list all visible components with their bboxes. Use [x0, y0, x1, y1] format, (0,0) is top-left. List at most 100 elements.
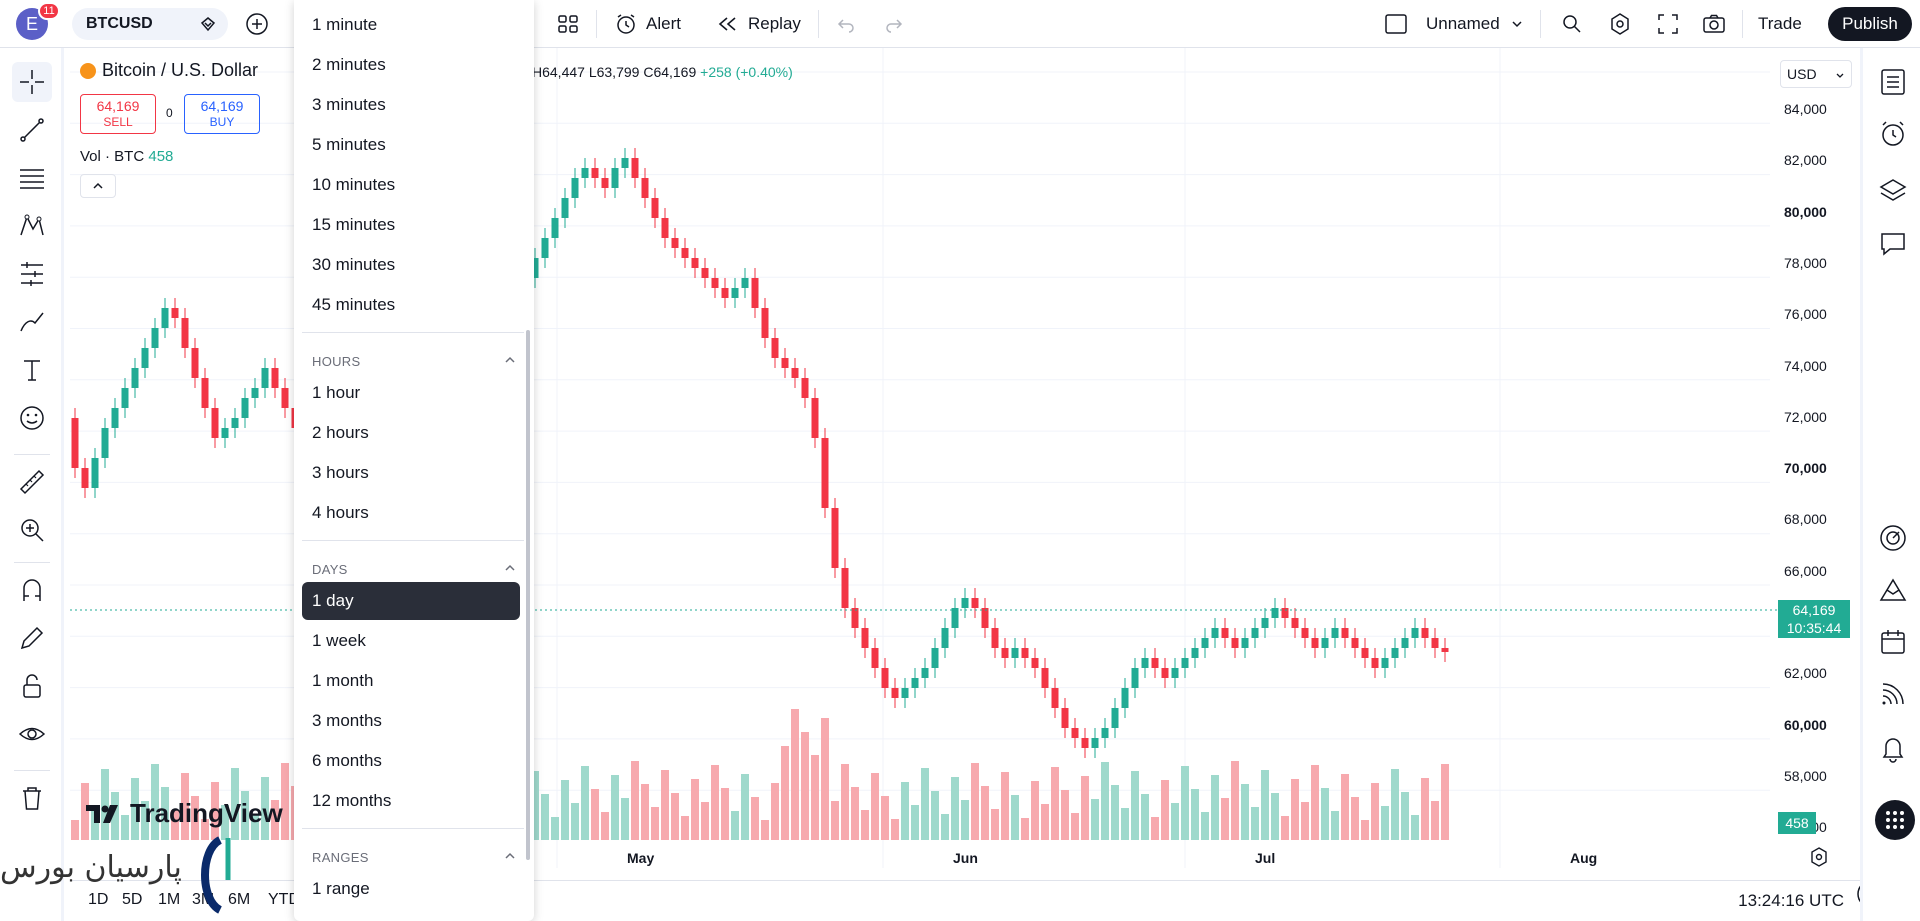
volume-bar: [131, 778, 139, 840]
alert-button[interactable]: Alert: [614, 0, 681, 48]
axis-settings-icon[interactable]: [1808, 846, 1830, 868]
symbol-search-button[interactable]: BTCUSD: [72, 8, 228, 40]
interval-item[interactable]: 1 day: [302, 582, 520, 620]
utc-clock[interactable]: 13:24:16 UTC: [1738, 891, 1844, 910]
interval-item[interactable]: 30 minutes: [312, 255, 396, 274]
undo-button[interactable]: [834, 0, 858, 48]
crosshair-tool[interactable]: [12, 62, 52, 102]
chevron-up-icon: [505, 356, 515, 363]
range-1d[interactable]: 1D: [88, 891, 109, 908]
news-button[interactable]: [1875, 676, 1911, 712]
volume-bar: [1041, 804, 1049, 840]
interval-item[interactable]: 1 range: [312, 879, 370, 898]
watchlist-button[interactable]: [1875, 64, 1911, 100]
chats-button[interactable]: [1875, 226, 1911, 262]
settings-button[interactable]: [1608, 0, 1632, 48]
redo-button[interactable]: [882, 0, 906, 48]
replay-button[interactable]: Replay: [716, 0, 801, 48]
object-tree-button[interactable]: [1875, 172, 1911, 208]
range-1m[interactable]: 1M: [158, 891, 181, 908]
interval-item[interactable]: 2 minutes: [312, 55, 386, 74]
candle-body: [641, 178, 649, 198]
fullscreen-button[interactable]: [1656, 0, 1680, 48]
lock-drawings-tool[interactable]: [12, 666, 52, 706]
tradingview-logo[interactable]: TradingView: [84, 798, 283, 829]
interval-item[interactable]: 10 ranges: [302, 910, 520, 921]
measure-tool[interactable]: [12, 462, 52, 502]
drawing-mode-tool[interactable]: [12, 618, 52, 658]
volume-bar: [1341, 774, 1349, 840]
interval-item[interactable]: 12 months: [312, 791, 392, 810]
indicators-templates-button[interactable]: [556, 0, 580, 48]
interval-item[interactable]: 3 hours: [312, 463, 369, 482]
text-tool[interactable]: [12, 350, 52, 390]
interval-item[interactable]: 45 minutes: [312, 295, 396, 314]
trade-button[interactable]: Trade: [1758, 14, 1802, 33]
range-5d[interactable]: 5D: [122, 891, 143, 908]
candle-body: [911, 678, 919, 688]
candle-body: [751, 278, 759, 308]
alerts-panel-button[interactable]: [1875, 116, 1911, 152]
ideas-button[interactable]: [1875, 572, 1911, 608]
hide-drawings-tool[interactable]: [12, 714, 52, 754]
volume-bar: [1111, 785, 1119, 840]
brush-tool[interactable]: [12, 302, 52, 342]
pattern-tool[interactable]: [12, 206, 52, 246]
products-button[interactable]: [1875, 800, 1915, 840]
publish-button[interactable]: Publish: [1828, 7, 1912, 41]
ranges-section-header[interactable]: RANGES: [312, 850, 518, 865]
interval-item[interactable]: 6 months: [312, 751, 382, 770]
interval-item[interactable]: 10 minutes: [312, 175, 396, 194]
buy-button[interactable]: 64,169 BUY: [184, 94, 260, 134]
calendar-button[interactable]: [1875, 624, 1911, 660]
sell-button[interactable]: 64,169 SELL: [80, 94, 156, 134]
zoom-tool[interactable]: [12, 510, 52, 550]
dropdown-scrollbar[interactable]: [526, 330, 530, 860]
price-tick: 78,000: [1784, 254, 1827, 271]
notifications-button[interactable]: [1875, 730, 1911, 766]
interval-item[interactable]: 5 minutes: [312, 135, 386, 154]
hours-section-header[interactable]: HOURS: [312, 354, 518, 369]
range-ytd[interactable]: YTD: [268, 891, 300, 908]
interval-item[interactable]: 15 minutes: [312, 215, 396, 234]
emoji-tool[interactable]: [12, 398, 52, 438]
interval-item[interactable]: 1 month: [312, 671, 374, 690]
fib-tool[interactable]: [12, 158, 52, 198]
chevron-up-icon: [505, 852, 515, 859]
collapse-legend-button[interactable]: [80, 174, 116, 198]
time-tick: Aug: [1570, 850, 1598, 866]
candle-body: [1251, 628, 1259, 638]
forecast-tool[interactable]: [12, 254, 52, 294]
days-section-header[interactable]: DAYS: [312, 562, 518, 577]
interval-item[interactable]: 1 minute: [312, 15, 378, 34]
interval-item[interactable]: 1 hour: [312, 383, 361, 402]
remove-drawings-tool[interactable]: [12, 778, 52, 818]
interval-item[interactable]: 3 minutes: [312, 95, 386, 114]
magnet-tool[interactable]: [12, 570, 52, 610]
candle-body: [581, 168, 589, 178]
volume-legend[interactable]: Vol · BTC 458: [80, 148, 173, 165]
tradingview-wordmark: TradingView: [130, 798, 283, 828]
layout-checkbox[interactable]: [1384, 0, 1408, 48]
interval-item[interactable]: 3 months: [312, 711, 382, 730]
redo-icon: [886, 19, 903, 33]
snapshot-button[interactable]: [1702, 0, 1726, 48]
volume-bar: [951, 777, 959, 840]
layout-name-button[interactable]: Unnamed: [1426, 0, 1524, 48]
pair-name[interactable]: Bitcoin / U.S. Dollar: [102, 60, 259, 80]
trend-line-tool[interactable]: [12, 110, 52, 150]
time-axis[interactable]: May Jun Jul Aug: [70, 842, 1780, 872]
range-6m[interactable]: 6M: [228, 891, 251, 908]
ideas-stream-button[interactable]: [1875, 520, 1911, 556]
candle-body: [811, 398, 819, 438]
price-axis[interactable]: 84,000 82,000 80,000 78,000 76,000 74,000 72,0…: [1770, 48, 1860, 868]
candle-body: [1401, 638, 1409, 648]
compare-symbol-icon[interactable]: [245, 12, 269, 36]
candle-body: [991, 628, 999, 648]
interval-item[interactable]: 4 hours: [312, 503, 369, 522]
candle-body: [1021, 648, 1029, 658]
interval-item[interactable]: 1 week: [312, 631, 366, 650]
interval-item[interactable]: 2 hours: [312, 423, 369, 442]
quick-search-button[interactable]: [1560, 0, 1584, 48]
currency-select[interactable]: USD: [1780, 60, 1852, 88]
